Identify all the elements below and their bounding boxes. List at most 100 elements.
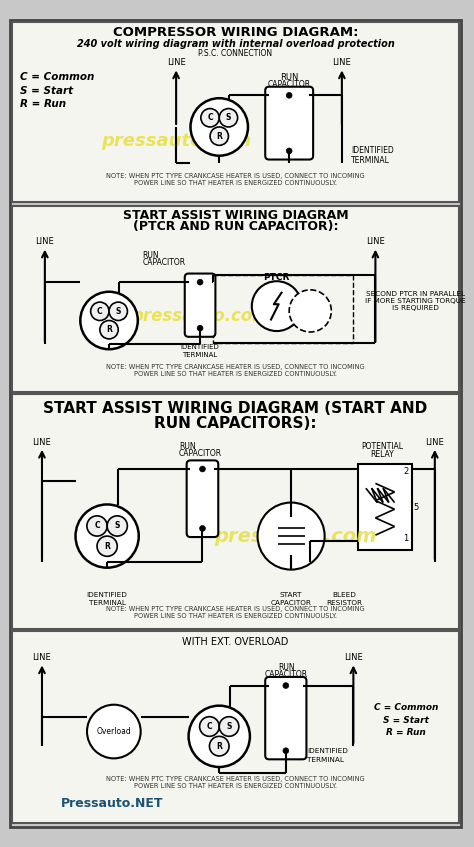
Text: NOTE: WHEN PTC TYPE CRANKCASE HEATER IS USED, CONNECT TO INCOMING
POWER LINE SO : NOTE: WHEN PTC TYPE CRANKCASE HEATER IS … (106, 173, 365, 186)
Text: NOTE: WHEN PTC TYPE CRANKCASE HEATER IS USED, CONNECT TO INCOMING
POWER LINE SO : NOTE: WHEN PTC TYPE CRANKCASE HEATER IS … (106, 606, 365, 619)
Text: S: S (116, 307, 121, 316)
Text: CAPACITOR: CAPACITOR (271, 601, 311, 606)
FancyBboxPatch shape (185, 274, 215, 337)
Text: (PTCR AND RUN CAPACITOR):: (PTCR AND RUN CAPACITOR): (133, 220, 338, 233)
Text: WITH EXT. OVERLOAD: WITH EXT. OVERLOAD (182, 638, 289, 647)
Text: RUN: RUN (179, 442, 196, 451)
Circle shape (191, 98, 248, 156)
Circle shape (286, 148, 292, 154)
Text: Overload: Overload (97, 727, 131, 736)
Text: CAPACITOR: CAPACITOR (265, 669, 308, 678)
Circle shape (197, 280, 203, 285)
Text: PTCR: PTCR (264, 273, 290, 282)
Text: C: C (207, 113, 213, 122)
Text: RUN: RUN (280, 73, 298, 81)
Text: IDENTIFIED: IDENTIFIED (181, 345, 219, 351)
Circle shape (283, 683, 289, 689)
Text: COMPRESSOR WIRING DIAGRAM:: COMPRESSOR WIRING DIAGRAM: (113, 25, 358, 39)
Circle shape (107, 516, 128, 536)
Bar (212, 275, 354, 342)
Text: LINE: LINE (167, 58, 185, 67)
FancyBboxPatch shape (265, 677, 306, 759)
Circle shape (200, 525, 205, 531)
Text: TERMINAL: TERMINAL (307, 757, 344, 763)
Text: LINE: LINE (426, 438, 444, 446)
Text: TERMINAL: TERMINAL (351, 156, 390, 165)
FancyBboxPatch shape (265, 86, 313, 159)
Text: CAPACITOR: CAPACITOR (268, 80, 311, 89)
Text: POTENTIAL: POTENTIAL (361, 442, 403, 451)
Text: CAPACITOR: CAPACITOR (143, 257, 186, 267)
Text: 2: 2 (403, 468, 409, 476)
Circle shape (80, 291, 138, 349)
Text: 5: 5 (413, 503, 418, 512)
Text: RUN: RUN (278, 663, 295, 672)
Text: RUN: RUN (143, 251, 159, 260)
Text: S: S (226, 113, 231, 122)
Text: C = Common: C = Common (20, 72, 94, 82)
FancyBboxPatch shape (187, 461, 219, 537)
Text: BLEED: BLEED (332, 593, 356, 599)
Circle shape (197, 325, 203, 331)
Text: R: R (104, 542, 110, 551)
Circle shape (210, 736, 229, 756)
Text: RUN CAPACITORS):: RUN CAPACITORS): (154, 416, 317, 430)
Circle shape (87, 705, 141, 758)
Text: CAPACITOR: CAPACITOR (179, 449, 222, 458)
Text: C: C (207, 722, 212, 731)
Text: LINE: LINE (36, 237, 54, 246)
Circle shape (189, 706, 250, 767)
Text: S: S (115, 522, 120, 530)
Text: R = Run: R = Run (20, 99, 66, 109)
Text: START: START (280, 593, 302, 599)
Text: RESISTOR: RESISTOR (326, 601, 362, 606)
Text: R: R (216, 131, 222, 141)
Bar (12, 394, 459, 629)
Text: pressauto.com: pressauto.com (131, 307, 269, 324)
Circle shape (200, 717, 219, 736)
Text: TERMINAL: TERMINAL (89, 601, 126, 606)
Text: LINE: LINE (366, 237, 385, 246)
Text: S: S (227, 722, 232, 731)
Circle shape (100, 320, 118, 339)
Text: SECOND PTCR IN PARALLEL
IF MORE STARTING TORQUE
IS REQUIRED: SECOND PTCR IN PARALLEL IF MORE STARTING… (365, 291, 466, 312)
Circle shape (97, 536, 117, 556)
Bar (12, 631, 459, 822)
Text: Pressauto.NET: Pressauto.NET (61, 797, 164, 810)
Text: NOTE: WHEN PTC TYPE CRANKCASE HEATER IS USED, CONNECT TO INCOMING
POWER LINE SO : NOTE: WHEN PTC TYPE CRANKCASE HEATER IS … (106, 776, 365, 789)
Text: C: C (94, 522, 100, 530)
Text: C = Common: C = Common (374, 703, 438, 712)
Text: P.S.C. CONNECTION: P.S.C. CONNECTION (199, 48, 273, 58)
Text: pressauto.com: pressauto.com (101, 132, 251, 150)
Circle shape (91, 302, 109, 320)
Text: R: R (216, 742, 222, 750)
Bar (358, 464, 412, 551)
Text: C: C (97, 307, 103, 316)
Text: LINE: LINE (344, 653, 363, 662)
Text: R: R (106, 325, 112, 335)
Text: R = Run: R = Run (386, 728, 426, 737)
Text: NOTE: WHEN PTC TYPE CRANKCASE HEATER IS USED, CONNECT TO INCOMING
POWER LINE SO : NOTE: WHEN PTC TYPE CRANKCASE HEATER IS … (106, 364, 365, 377)
Text: IDENTIFIED: IDENTIFIED (307, 748, 348, 754)
Bar (12, 206, 459, 392)
Circle shape (252, 281, 301, 331)
Circle shape (257, 502, 325, 570)
Text: S = Start: S = Start (383, 716, 429, 724)
Text: TERMINAL: TERMINAL (182, 352, 218, 358)
Circle shape (201, 108, 219, 127)
Text: 1: 1 (403, 534, 409, 544)
Text: LINE: LINE (33, 653, 51, 662)
Circle shape (289, 290, 331, 332)
Circle shape (286, 92, 292, 98)
Circle shape (210, 127, 228, 146)
Text: START ASSIST WIRING DIAGRAM: START ASSIST WIRING DIAGRAM (123, 208, 348, 222)
Text: IDENTIFIED: IDENTIFIED (351, 147, 394, 155)
Circle shape (200, 466, 205, 472)
Circle shape (109, 302, 128, 320)
Circle shape (219, 717, 239, 736)
Circle shape (75, 505, 139, 567)
Text: START ASSIST WIRING DIAGRAM (START AND: START ASSIST WIRING DIAGRAM (START AND (44, 401, 428, 416)
Text: IDENTIFIED: IDENTIFIED (87, 593, 128, 599)
Circle shape (87, 516, 107, 536)
Text: LINE: LINE (332, 58, 351, 67)
